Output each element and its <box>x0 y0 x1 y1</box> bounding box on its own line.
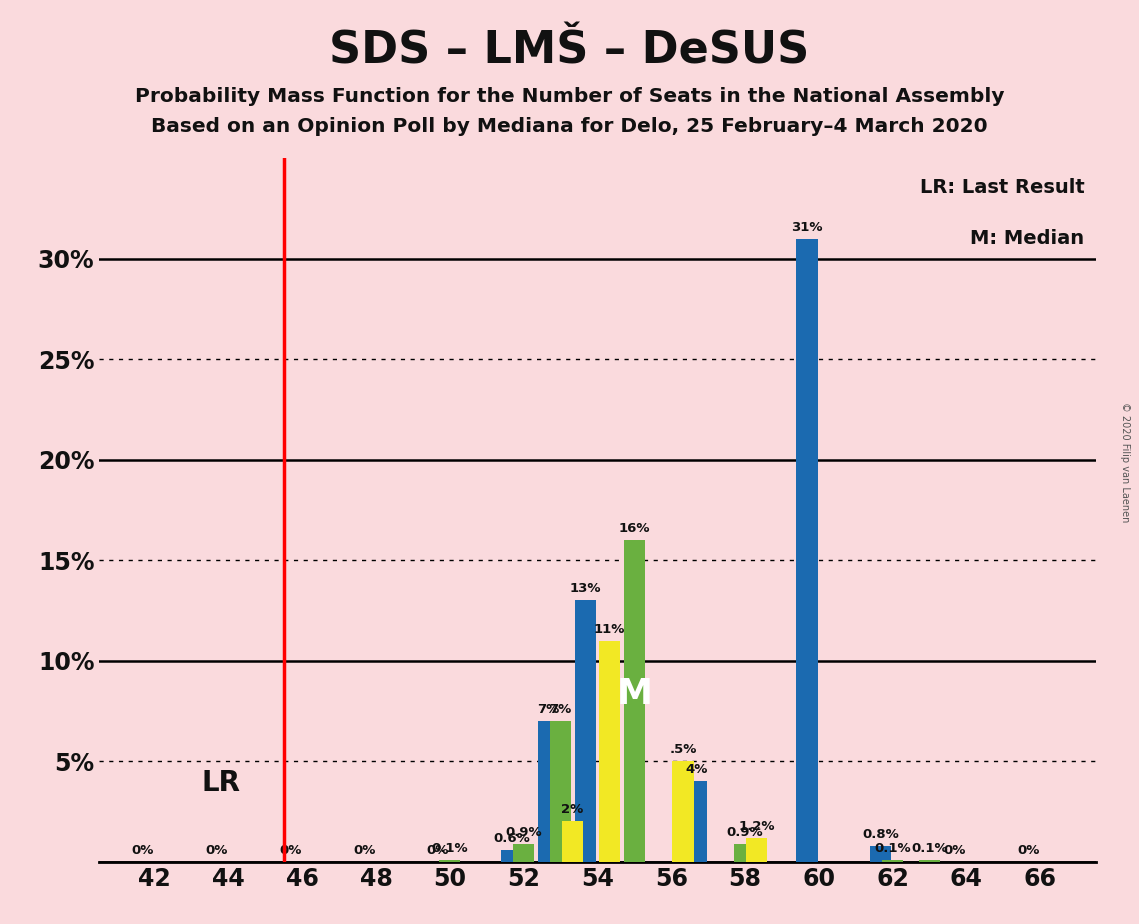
Text: 13%: 13% <box>570 582 601 595</box>
Text: 0%: 0% <box>943 844 966 857</box>
Text: M: Median: M: Median <box>970 228 1084 248</box>
Bar <box>686 782 707 862</box>
Text: 0.1%: 0.1% <box>875 842 911 855</box>
Text: LR: Last Result: LR: Last Result <box>919 178 1084 198</box>
Text: 0.9%: 0.9% <box>506 825 542 839</box>
Bar <box>550 721 571 862</box>
Text: 1.2%: 1.2% <box>738 820 775 833</box>
Text: LR: LR <box>202 770 240 797</box>
Text: 2%: 2% <box>562 804 583 817</box>
Text: 4%: 4% <box>685 763 707 776</box>
Bar <box>575 601 596 862</box>
Text: 0.6%: 0.6% <box>493 832 530 845</box>
Text: .5%: .5% <box>670 743 697 756</box>
Text: 7%: 7% <box>549 703 572 716</box>
Bar <box>501 849 523 862</box>
Text: 16%: 16% <box>618 522 650 535</box>
Text: 0.9%: 0.9% <box>727 825 763 839</box>
Text: 0.8%: 0.8% <box>862 828 899 841</box>
Text: 0%: 0% <box>132 844 154 857</box>
Bar <box>624 541 645 862</box>
Bar <box>599 640 620 862</box>
Text: Probability Mass Function for the Number of Seats in the National Assembly: Probability Mass Function for the Number… <box>134 87 1005 106</box>
Text: 7%: 7% <box>538 703 559 716</box>
Bar <box>919 859 940 862</box>
Text: 0.1%: 0.1% <box>911 842 948 855</box>
Bar <box>672 761 694 862</box>
Text: 0%: 0% <box>279 844 302 857</box>
Bar <box>562 821 583 862</box>
Bar <box>440 859 460 862</box>
Bar <box>870 845 892 862</box>
Bar <box>882 859 903 862</box>
Bar <box>513 844 534 862</box>
Bar <box>735 844 755 862</box>
Text: 0%: 0% <box>427 844 449 857</box>
Bar <box>796 238 818 862</box>
Text: © 2020 Filip van Laenen: © 2020 Filip van Laenen <box>1121 402 1130 522</box>
Text: M: M <box>616 677 653 711</box>
Text: 0%: 0% <box>1017 844 1040 857</box>
Text: 11%: 11% <box>593 623 625 636</box>
Text: 0%: 0% <box>205 844 228 857</box>
Text: 0%: 0% <box>353 844 376 857</box>
Bar <box>538 721 559 862</box>
Text: 0.1%: 0.1% <box>432 842 468 855</box>
Bar <box>746 837 768 862</box>
Text: SDS – LMŠ – DeSUS: SDS – LMŠ – DeSUS <box>329 30 810 73</box>
Text: Based on an Opinion Poll by Mediana for Delo, 25 February–4 March 2020: Based on an Opinion Poll by Mediana for … <box>151 117 988 137</box>
Text: 31%: 31% <box>792 221 822 234</box>
